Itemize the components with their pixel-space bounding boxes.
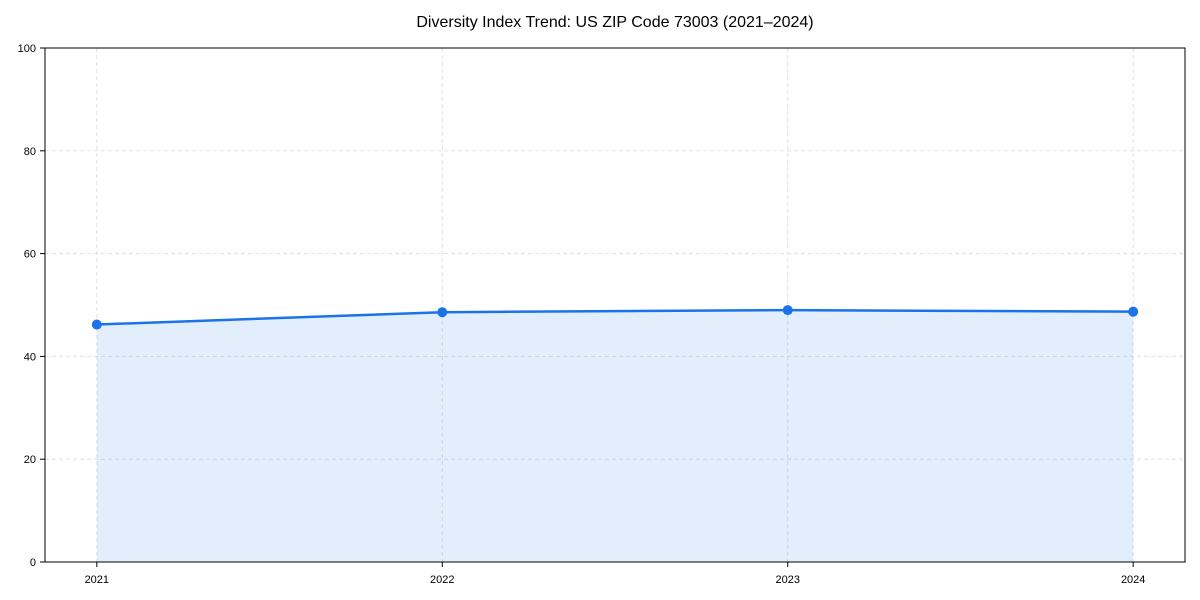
y-tick-label: 40 <box>24 351 36 363</box>
plot-border <box>44 47 1186 563</box>
data-point-2024 <box>1128 306 1139 317</box>
trend-line <box>95 308 1135 326</box>
data-point-2021 <box>91 319 102 330</box>
x-tick-label: 2021 <box>85 574 109 586</box>
y-tick-label: 20 <box>24 454 36 466</box>
area-fill <box>96 310 1134 562</box>
chart-title: Diversity Index Trend: US ZIP Code 73003… <box>416 14 814 31</box>
x-tick-label: 2023 <box>775 574 799 586</box>
data-point-2023 <box>782 305 793 316</box>
y-tick-label: 80 <box>24 146 36 158</box>
y-tick-label: 0 <box>30 557 36 569</box>
x-tick-label: 2024 <box>1121 574 1145 586</box>
y-tick-label: 100 <box>18 43 36 55</box>
y-tick-label: 60 <box>24 249 36 261</box>
data-point-2022 <box>437 307 448 318</box>
x-tick-label: 2022 <box>430 574 454 586</box>
